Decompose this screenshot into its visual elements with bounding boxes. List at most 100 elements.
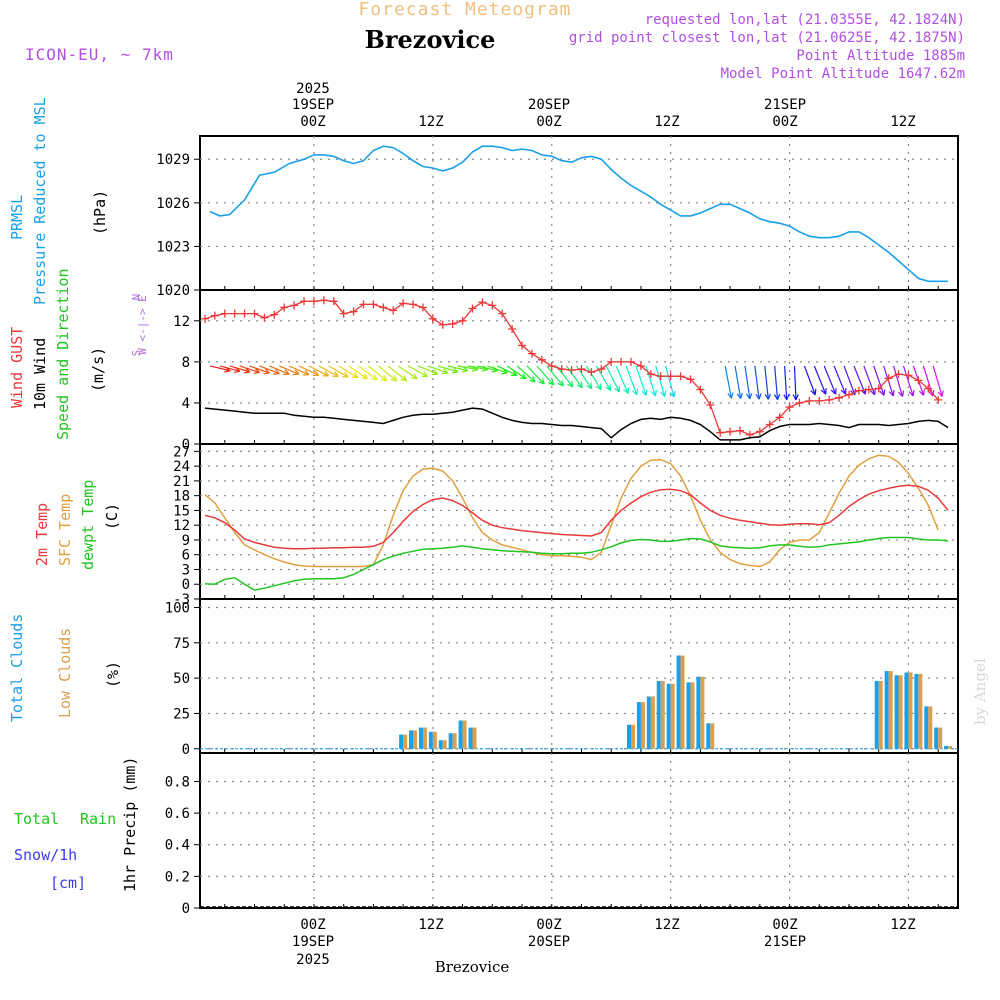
- gust-marker: [696, 385, 705, 394]
- wind-unit: (m/s): [89, 347, 107, 392]
- gust-marker: [795, 398, 804, 407]
- wind-direction-arrow: [288, 365, 310, 376]
- wind-arrow-head: [561, 379, 564, 387]
- pressure-ytick-label: 1026: [156, 196, 190, 212]
- temp-unit: (C): [103, 503, 121, 530]
- wind-direction-arrow: [803, 365, 817, 396]
- wind-arrow-head: [551, 379, 555, 386]
- wind-direction-arrow: [783, 365, 790, 401]
- gust-marker: [270, 310, 279, 319]
- total-clouds-bar: [646, 696, 651, 749]
- wind-direction-arrow: [922, 365, 935, 397]
- wind-arrow-head: [304, 369, 310, 376]
- temperature-ytick-label: 21: [173, 474, 190, 490]
- bottom-label-19sep: 19SEP: [292, 934, 334, 950]
- wind-arrow-shaft: [833, 365, 847, 395]
- compass-s: S: [130, 350, 143, 357]
- total-clouds-bar: [418, 727, 423, 749]
- wind-direction-arrow: [526, 365, 545, 385]
- wind-arrow-head: [650, 391, 656, 397]
- wind-arrow-shaft: [377, 365, 398, 382]
- gust-marker: [607, 357, 616, 366]
- total-clouds-bar: [904, 672, 909, 749]
- wind-arrow-head: [879, 390, 885, 396]
- wind-arrow-head: [580, 381, 583, 388]
- bottom-label-00z-2: 00Z: [536, 917, 561, 933]
- bottom-time-axis: 00Z 19SEP 2025 12Z 00Z 20SEP 12Z 00Z 21S…: [292, 917, 916, 968]
- totalclouds-label: Total Clouds: [8, 614, 26, 722]
- wind-arrow-shaft: [526, 365, 545, 385]
- wind-arrow-shaft: [318, 365, 339, 378]
- wind-arrow-head: [451, 371, 458, 374]
- wind-arrow-head: [908, 391, 914, 397]
- gust-marker: [498, 309, 507, 318]
- wind-direction-arrow: [496, 365, 518, 376]
- wind-direction-arrow: [387, 365, 408, 382]
- wind-arrow-head: [869, 390, 876, 396]
- wind-arrow-head: [614, 387, 620, 393]
- wind-direction-arrow: [377, 365, 398, 382]
- wind-direction-arrow: [249, 365, 270, 375]
- wind-direction-arrow: [873, 365, 886, 396]
- gust-marker: [726, 427, 735, 436]
- low-clouds-bar: [670, 683, 675, 749]
- temperature-ytick-label: 15: [173, 503, 190, 519]
- wind-arrow-head: [937, 391, 943, 397]
- total-clouds-bar: [686, 682, 691, 749]
- wind-arrow-head: [767, 393, 771, 400]
- wind-arrow-head: [673, 391, 676, 398]
- wind-direction-arrow: [823, 365, 837, 395]
- wind-arrow-head: [883, 389, 886, 396]
- wind-arrow-shaft: [496, 365, 518, 376]
- wind-arrow-head: [254, 367, 261, 373]
- wind-arrow-head: [776, 393, 781, 400]
- temperature-ytick-label: 24: [173, 459, 190, 475]
- gust-marker: [468, 304, 477, 313]
- wind-direction-arrow: [734, 365, 743, 400]
- gust-marker: [280, 303, 289, 312]
- wind-arrow-head: [570, 380, 574, 388]
- gust-marker: [825, 395, 834, 404]
- gust-marker: [518, 341, 527, 350]
- wind-panel: 0 4 8 12: [173, 289, 959, 453]
- wind-arrow-head: [491, 370, 498, 373]
- top-label-21sep: 21SEP: [764, 97, 806, 113]
- clouds-panel: 0 25 50 75 100: [165, 598, 959, 758]
- top-label-00z-3: 00Z: [772, 114, 797, 130]
- gust-marker: [369, 300, 378, 309]
- total-clouds-bar: [706, 723, 711, 749]
- wind-arrow-shaft: [585, 365, 602, 390]
- wind-arrow-head: [576, 384, 583, 389]
- total-clouds-bar: [696, 676, 701, 749]
- gust-marker: [537, 355, 546, 364]
- gust-marker: [329, 297, 338, 306]
- wind-arrow-head: [758, 393, 762, 400]
- wind-arrow-head: [371, 378, 378, 381]
- compass-legend: N W <-|-> E S: [130, 294, 149, 357]
- wind-arrow-head: [567, 383, 574, 388]
- precip-frame: [199, 752, 959, 909]
- wind-arrow-head: [764, 394, 769, 400]
- wind-direction-arrow: [516, 365, 536, 383]
- wind-arrow-shaft: [298, 365, 319, 376]
- gust-marker: [319, 296, 328, 305]
- wind-direction-arrow: [635, 365, 648, 396]
- total-clouds-bar: [656, 680, 661, 749]
- wind-arrow-head: [334, 371, 339, 377]
- gust-marker: [478, 298, 487, 307]
- total-clouds-bar: [914, 673, 919, 749]
- gust-marker: [914, 376, 923, 385]
- gust-marker: [716, 428, 725, 437]
- precip-ytick-label: 0: [182, 901, 190, 917]
- gust-marker: [884, 374, 893, 383]
- total-clouds-bar: [874, 680, 879, 749]
- wind-direction-arrow: [209, 365, 231, 373]
- wind-arrow-head: [923, 389, 925, 396]
- temperature-ytick-label: 18: [173, 489, 190, 505]
- wind-arrow-shaft: [308, 365, 329, 377]
- wind-arrow-head: [529, 379, 536, 383]
- gust-marker: [587, 368, 596, 377]
- wind-arrow-head: [501, 372, 508, 375]
- wind-direction-arrow: [397, 365, 418, 380]
